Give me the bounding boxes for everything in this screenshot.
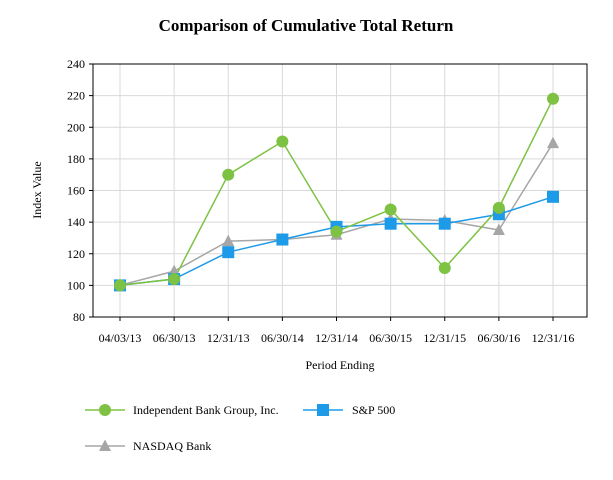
x-axis-label: Period Ending: [306, 358, 375, 372]
x-tick-label: 12/31/14: [315, 331, 358, 345]
data-point-circle: [222, 168, 235, 181]
data-point-triangle: [222, 234, 235, 247]
legend-label: S&P 500: [352, 403, 395, 417]
data-point-square: [547, 190, 559, 203]
x-tick-label: 06/30/15: [369, 331, 412, 345]
data-point-circle: [330, 225, 343, 238]
data-point-square: [438, 217, 451, 230]
data-point-circle: [276, 135, 289, 148]
data-point-square: [276, 233, 289, 246]
y-tick-label: 200: [67, 120, 85, 134]
y-tick-label: 120: [67, 247, 85, 261]
x-tick-label: 06/30/13: [153, 331, 196, 345]
legend-label: NASDAQ Bank: [133, 439, 211, 453]
y-tick-label: 140: [67, 215, 85, 229]
data-point-circle: [492, 201, 505, 214]
legend: Independent Bank Group, Inc. S&P 500 NASDA…: [85, 403, 395, 453]
legend-marker-circle: [99, 404, 111, 416]
y-tick-label: 80: [73, 310, 85, 324]
y-tick-label: 160: [67, 184, 85, 198]
data-point-circle: [168, 273, 181, 286]
data-point-triangle: [547, 136, 559, 149]
y-axis-ticks: 80 100 120 140 160 180 200 220 240: [67, 57, 93, 324]
x-tick-label: 04/03/13: [99, 331, 142, 345]
gridlines: [93, 63, 587, 318]
x-tick-label: 12/31/15: [423, 331, 466, 345]
data-point-square: [222, 246, 235, 259]
data-point-circle: [547, 92, 559, 105]
chart-title: Comparison of Cumulative Total Return: [159, 16, 454, 35]
legend-marker-square: [317, 404, 329, 416]
legend-marker-triangle: [99, 439, 111, 451]
y-tick-label: 220: [67, 89, 85, 103]
x-tick-label: 06/30/16: [478, 331, 521, 345]
data-point-triangle: [492, 223, 505, 236]
x-tick-label: 12/31/13: [207, 331, 250, 345]
x-axis-ticks: 04/03/13 06/30/13 12/31/13 06/30/14 12/31/14…: [99, 317, 575, 345]
y-tick-label: 240: [67, 57, 85, 71]
x-tick-label: 06/30/14: [261, 331, 304, 345]
legend-label: Independent Bank Group, Inc.: [133, 403, 279, 417]
data-point-circle: [114, 279, 126, 292]
x-tick-label: 12/31/16: [532, 331, 575, 345]
series-layer: [114, 92, 559, 292]
y-tick-label: 100: [67, 278, 85, 292]
y-tick-label: 180: [67, 152, 85, 166]
y-axis-label: Index Value: [30, 161, 44, 218]
data-point-circle: [438, 261, 451, 274]
data-point-square: [384, 217, 397, 230]
data-point-circle: [384, 203, 397, 216]
